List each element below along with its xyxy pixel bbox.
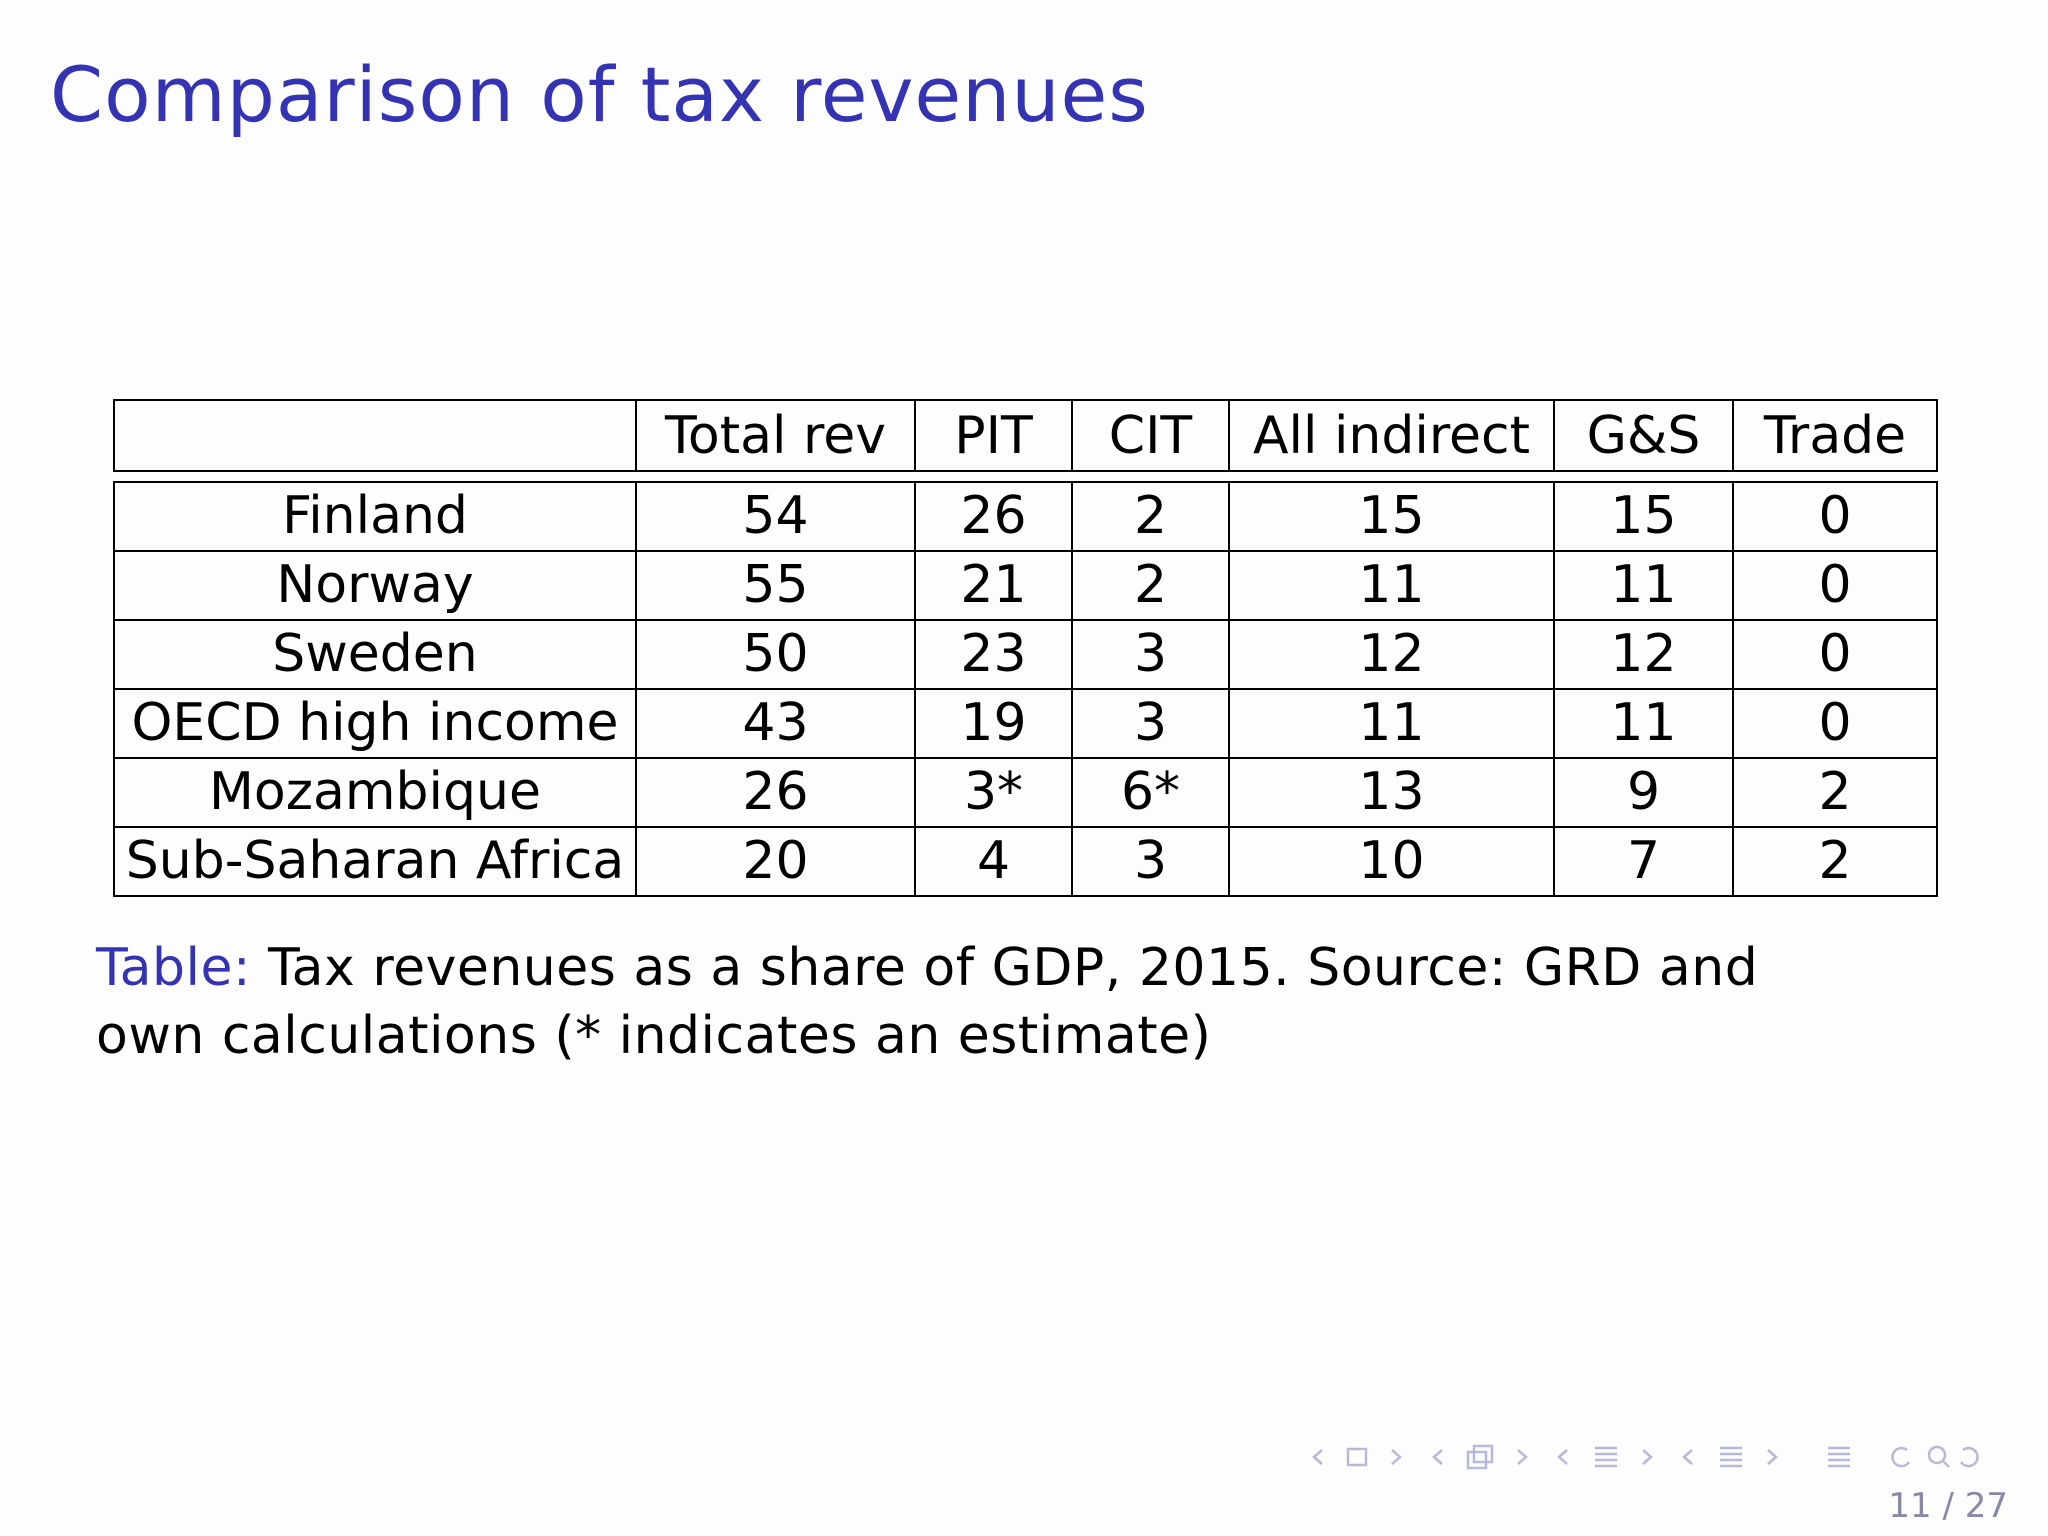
- caption-text: Tax revenues as a share of GDP, 2015. So…: [96, 938, 1759, 1066]
- table-cell: 13: [1228, 757, 1555, 828]
- table-row: Sub-Saharan Africa 20 4 3 10 7 2: [113, 826, 1938, 897]
- table-cell: 6*: [1071, 757, 1230, 828]
- table-row: OECD high income 43 19 3 11 11 0: [113, 688, 1938, 759]
- row-label: OECD high income: [113, 688, 637, 759]
- table-cell: 26: [914, 481, 1073, 552]
- nav-frame-icon[interactable]: [1425, 1440, 1550, 1481]
- row-label: Finland: [113, 481, 637, 552]
- table-cell: 3: [1071, 619, 1230, 690]
- table-cell: 3: [1071, 826, 1230, 897]
- table-cell: 11: [1228, 550, 1555, 621]
- table-cell: 2: [1732, 757, 1938, 828]
- table-cell: 2: [1071, 550, 1230, 621]
- column-header: [113, 399, 637, 472]
- table-cell: 15: [1553, 481, 1734, 552]
- caption-label: Table:: [96, 938, 251, 998]
- table-cell: 19: [914, 688, 1073, 759]
- table-cell: 7: [1553, 826, 1734, 897]
- table-cell: 50: [635, 619, 916, 690]
- table-cell: 9: [1553, 757, 1734, 828]
- table-cell: 3*: [914, 757, 1073, 828]
- nav-search-icon[interactable]: [1880, 1440, 1990, 1481]
- column-header: Trade: [1732, 399, 1938, 472]
- row-label: Norway: [113, 550, 637, 621]
- table-cell: 0: [1732, 688, 1938, 759]
- row-label: Sub-Saharan Africa: [113, 826, 637, 897]
- beamer-navigation-bar: [1305, 1440, 1990, 1480]
- column-header: G&S: [1553, 399, 1734, 472]
- table-cell: 11: [1553, 550, 1734, 621]
- column-header: All indirect: [1228, 399, 1555, 472]
- table-cell: 43: [635, 688, 916, 759]
- table-header-row: Total rev PIT CIT All indirect G&S Trade: [113, 399, 1938, 472]
- table-cell: 11: [1228, 688, 1555, 759]
- page-number: 11 / 27: [1888, 1486, 2008, 1526]
- table-row: Sweden 50 23 3 12 12 0: [113, 619, 1938, 690]
- table-caption: Table: Tax revenues as a share of GDP, 2…: [96, 934, 1836, 1070]
- table-cell: 12: [1228, 619, 1555, 690]
- table-cell: 26: [635, 757, 916, 828]
- table-row: Mozambique 26 3* 6* 13 9 2: [113, 757, 1938, 828]
- nav-section-icon[interactable]: [1675, 1440, 1800, 1481]
- table-cell: 3: [1071, 688, 1230, 759]
- row-label: Sweden: [113, 619, 637, 690]
- table-cell: 15: [1228, 481, 1555, 552]
- table-cell: 20: [635, 826, 916, 897]
- table-cell: 21: [914, 550, 1073, 621]
- table-cell: 2: [1732, 826, 1938, 897]
- table-cell: 4: [914, 826, 1073, 897]
- column-header: PIT: [914, 399, 1073, 472]
- table-cell: 0: [1732, 550, 1938, 621]
- nav-prev-icon[interactable]: [1305, 1442, 1425, 1479]
- table-cell: 10: [1228, 826, 1555, 897]
- column-header: CIT: [1071, 399, 1230, 472]
- row-label: Mozambique: [113, 757, 637, 828]
- nav-toc-icon[interactable]: [1800, 1440, 1880, 1481]
- nav-subsection-icon[interactable]: [1550, 1440, 1675, 1481]
- table-cell: 54: [635, 481, 916, 552]
- table-row: Finland 54 26 2 15 15 0: [113, 481, 1938, 552]
- table-cell: 12: [1553, 619, 1734, 690]
- table-cell: 2: [1071, 481, 1230, 552]
- tax-table-container: Total rev PIT CIT All indirect G&S Trade…: [113, 399, 1938, 897]
- column-header: Total rev: [635, 399, 916, 472]
- table-cell: 55: [635, 550, 916, 621]
- table-row: Norway 55 21 2 11 11 0: [113, 550, 1938, 621]
- slide-title: Comparison of tax revenues: [50, 50, 1149, 139]
- header-separator: [114, 470, 1937, 483]
- table-cell: 23: [914, 619, 1073, 690]
- tax-revenue-table: Total rev PIT CIT All indirect G&S Trade…: [113, 399, 1938, 897]
- table-cell: 0: [1732, 481, 1938, 552]
- table-cell: 0: [1732, 619, 1938, 690]
- table-cell: 11: [1553, 688, 1734, 759]
